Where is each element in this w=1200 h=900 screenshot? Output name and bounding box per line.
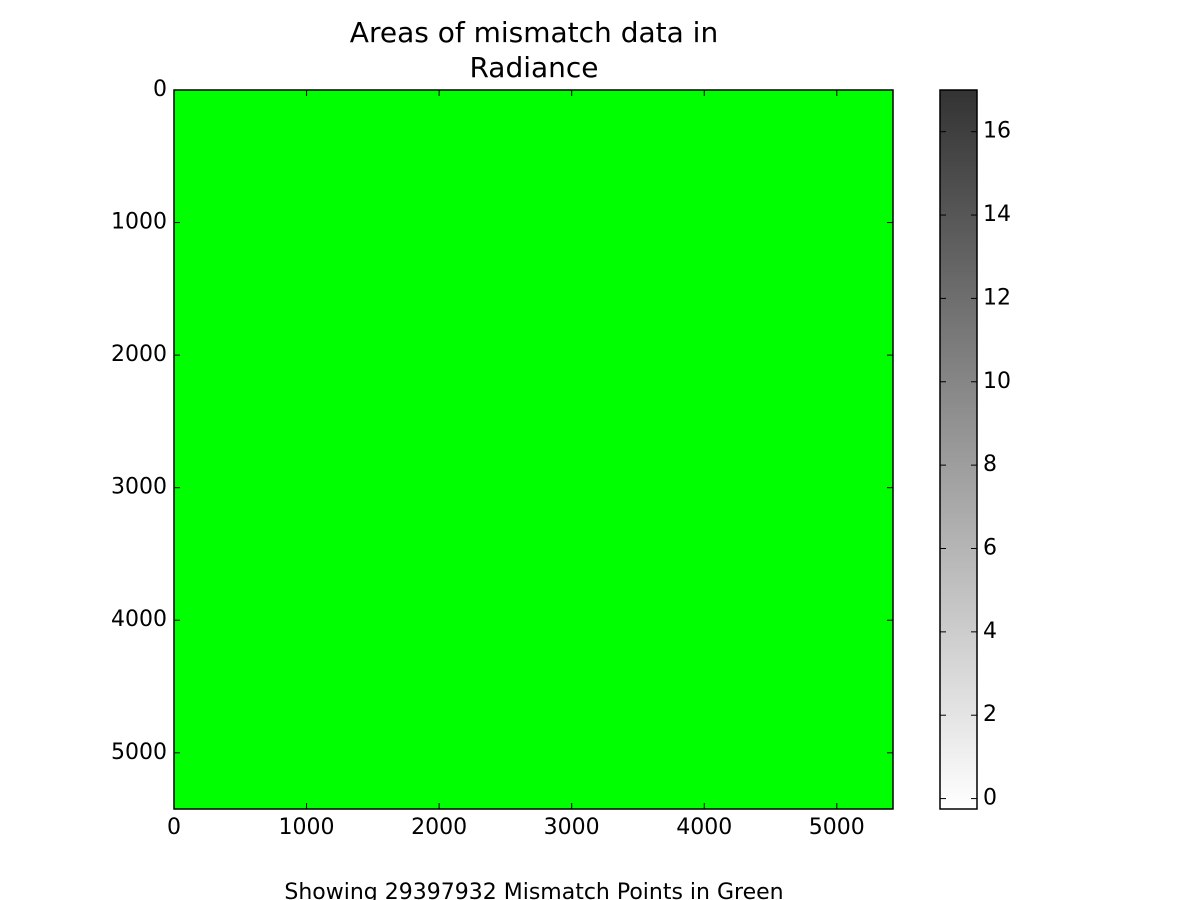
colorbar-tick-label: 12 [983,285,1011,310]
y-tick-label: 0 [153,77,167,102]
x-axis-label: Showing 29397932 Mismatch Points in Gree… [284,880,783,900]
image [174,90,893,809]
x-tick-label: 1000 [279,815,335,840]
colorbar-tick-label: 0 [983,786,997,811]
colorbar [939,89,978,810]
chart-title: Areas of mismatch data in [350,16,718,49]
colorbar-tick-label: 8 [983,452,997,477]
colorbar-tick-label: 6 [983,535,997,560]
x-tick-label: 4000 [676,815,732,840]
x-tick-label: 3000 [544,815,600,840]
y-tick-label: 3000 [111,475,167,500]
colorbar-tick-label: 14 [983,202,1011,227]
x-tick-label: 5000 [809,815,865,840]
chart-title: Radiance [469,51,598,84]
x-tick-label: 0 [167,815,181,840]
y-tick-label: 2000 [111,342,167,367]
colorbar-tick-label: 16 [983,119,1011,144]
x-tick-label: 2000 [411,815,467,840]
colorbar-tick-label: 4 [983,619,997,644]
plot-frame [173,89,894,810]
y-tick-label: 4000 [111,607,167,632]
y-tick-label: 1000 [111,210,167,235]
colorbar-tick-label: 10 [983,369,1011,394]
colorbar-tick-label: 2 [983,702,997,727]
y-tick-label: 5000 [111,740,167,765]
